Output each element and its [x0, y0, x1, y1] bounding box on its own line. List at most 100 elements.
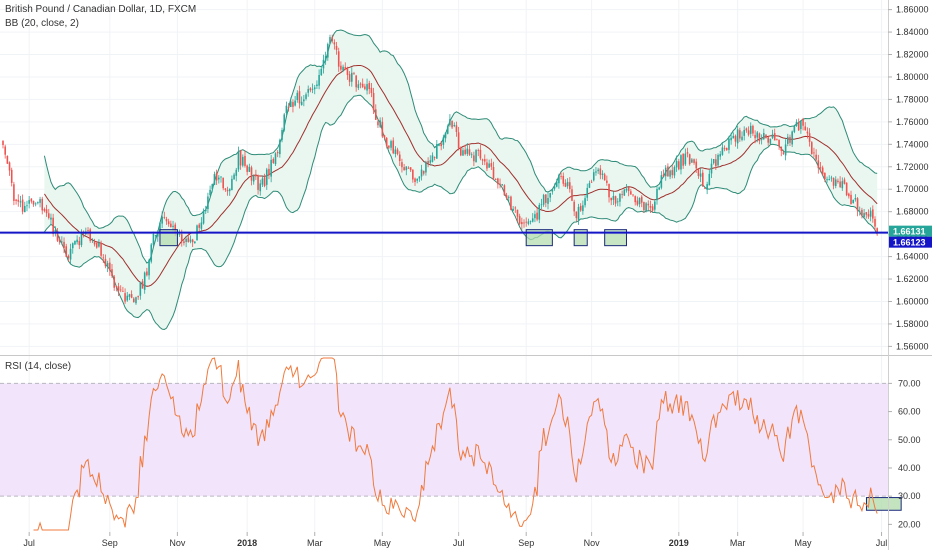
candle-body: [346, 68, 349, 75]
candle-body: [398, 154, 401, 162]
candle-body: [139, 281, 142, 296]
candle-body: [305, 94, 307, 99]
candle-body: [124, 293, 126, 302]
candle-body: [10, 169, 13, 183]
candle-body: [494, 179, 497, 180]
candle-body: [490, 163, 493, 167]
candle-body: [536, 212, 538, 220]
candle-body: [453, 124, 456, 127]
candle-body: [608, 183, 610, 198]
candle-body: [756, 132, 759, 138]
price-axis-label: 1.62000: [896, 274, 929, 284]
candle-body: [344, 67, 347, 70]
candle-body: [191, 239, 194, 243]
candle-body: [627, 187, 630, 192]
candle-body: [396, 149, 399, 154]
candle-body: [470, 154, 473, 156]
candle-body: [527, 221, 530, 224]
candle-body: [486, 162, 488, 169]
candle-body: [211, 184, 214, 190]
candle-body: [512, 208, 514, 211]
price-axis-label: 1.80000: [896, 72, 929, 82]
candle-body: [263, 177, 266, 187]
candle-body: [710, 163, 713, 174]
rsi-axis[interactable]: 20.00 30.00 40.00 50.00 60.00 70.00: [888, 378, 921, 529]
candle-body: [579, 205, 582, 211]
candle-body: [58, 239, 61, 243]
candle-body: [575, 211, 578, 219]
candle-body: [307, 89, 309, 93]
candle-body: [787, 136, 789, 144]
candle-body: [621, 194, 623, 195]
candle-body: [852, 199, 854, 204]
candle-body: [224, 188, 227, 190]
candle-body: [45, 209, 48, 214]
candle-body: [566, 181, 569, 187]
candle-body: [767, 137, 769, 143]
candle-body: [433, 157, 436, 158]
candle-body: [808, 133, 811, 142]
candle-body: [444, 132, 447, 139]
candle-body: [311, 88, 314, 90]
candle-body: [8, 162, 11, 171]
rsi-axis-label: 50.00: [898, 435, 921, 445]
candle-body: [658, 187, 660, 190]
candle-body: [405, 166, 408, 171]
bb-upper-band: [43, 29, 878, 264]
time-axis-label: Jul: [23, 538, 35, 548]
candle-body: [758, 133, 761, 142]
candle-body: [163, 217, 166, 218]
candle-body: [475, 150, 477, 163]
candle-body: [209, 189, 211, 196]
candle-body: [117, 286, 120, 291]
candle-body: [564, 182, 567, 187]
rsi-indicator-label[interactable]: RSI (14, close): [5, 361, 71, 372]
candle-body: [409, 167, 412, 171]
price-tag-label: 1.66131: [893, 227, 926, 237]
candle-body: [810, 142, 813, 154]
price-axis-label: 1.64000: [896, 252, 929, 262]
candle-body: [802, 119, 804, 126]
candle-body: [21, 199, 24, 212]
candle-body: [521, 222, 523, 225]
candle-body: [699, 173, 702, 177]
rsi-oversold-zone[interactable]: [865, 497, 902, 511]
candle-body: [760, 138, 763, 140]
candle-body: [551, 189, 554, 192]
price-axis-label: 1.58000: [896, 319, 929, 329]
candle-body: [651, 206, 654, 211]
candle-body: [159, 222, 161, 232]
candle-body: [451, 120, 453, 128]
candle-body: [213, 174, 216, 185]
candle-body: [111, 269, 113, 277]
candle-body: [335, 45, 338, 51]
bb-fill: [44, 30, 878, 330]
candle-body: [255, 174, 257, 177]
candle-body: [41, 198, 44, 211]
time-axis[interactable]: Jul Sep Nov 2018 Mar May Jul Sep Nov 2019 Mar May Ju…: [23, 532, 887, 548]
candle-body: [370, 87, 373, 94]
price-axis-label: 1.56000: [896, 341, 929, 351]
candle-body: [102, 257, 105, 259]
candle-body: [13, 184, 15, 201]
candle-body: [791, 131, 793, 145]
candle-body: [313, 87, 316, 90]
candle-body: [872, 209, 874, 219]
candle-body: [161, 216, 163, 224]
candle-body: [800, 120, 802, 130]
candle-body: [294, 100, 296, 106]
bb-indicator-label[interactable]: BB (20, close, 2): [5, 18, 79, 29]
candle-body: [34, 203, 37, 205]
candle-body: [67, 255, 70, 259]
candle-body: [510, 196, 512, 210]
rsi-axis-label: 70.00: [898, 378, 921, 388]
symbol-title[interactable]: British Pound / Canadian Dollar, 1D, FXC…: [5, 4, 196, 15]
candle-body: [863, 213, 865, 218]
candle-body: [732, 135, 735, 139]
candle-body: [815, 154, 817, 160]
candle-body: [63, 241, 65, 248]
candle-body: [623, 189, 626, 196]
candle-body: [174, 224, 177, 234]
candle-body: [464, 149, 466, 155]
candle-body: [747, 130, 750, 135]
